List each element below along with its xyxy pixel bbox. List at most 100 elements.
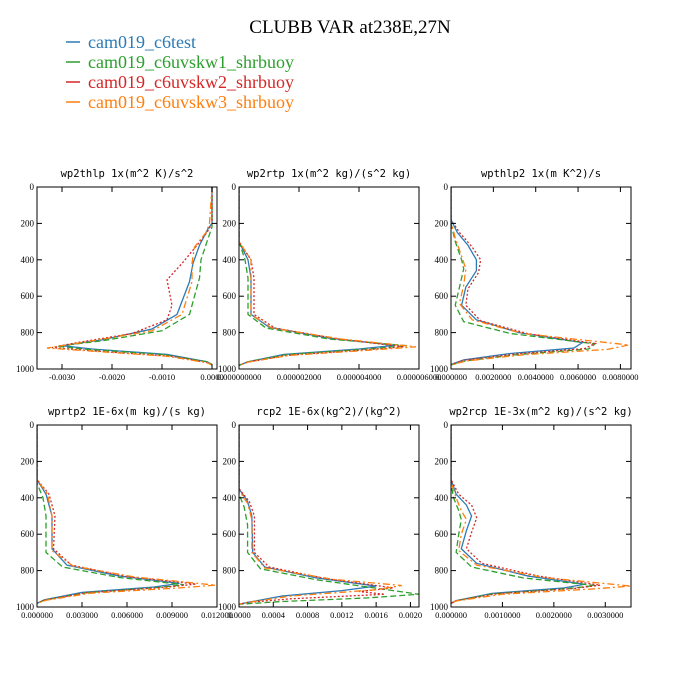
series-line bbox=[51, 187, 213, 366]
series-line bbox=[37, 425, 216, 604]
y-tick-label: 200 bbox=[21, 218, 35, 228]
series-line bbox=[239, 425, 402, 605]
y-tick-label: 200 bbox=[435, 218, 449, 228]
series-line bbox=[451, 187, 585, 366]
legend-entry: cam019_c6uvskw2_shrbuoy bbox=[66, 72, 294, 92]
panel: wp2rcp 1E-3x(m^2 kg)/(s^2 kg)0 200 400 600 8… bbox=[430, 406, 633, 620]
x-tick-label: 0.0020000 bbox=[536, 610, 572, 620]
panel: wp2thlp 1x(m^2 K)/s^2 0 200 400 600 800 1000 -0… bbox=[16, 168, 224, 382]
legend-entry: cam019_c6uvskw3_shrbuoy bbox=[66, 92, 294, 112]
y-tick-label: 800 bbox=[21, 328, 35, 338]
x-tick-label: 0.0000 bbox=[227, 610, 250, 620]
plot-frame bbox=[36, 186, 218, 370]
x-tick-label: 0.0012 bbox=[330, 610, 353, 620]
y-tick-label: 400 bbox=[435, 493, 449, 503]
x-tick-label: 0.012000 bbox=[201, 610, 233, 620]
y-tick-label: 600 bbox=[435, 529, 449, 539]
y-tick-label: 1000 bbox=[430, 602, 449, 612]
panel-title: rcp2 1E-6x(kg^2)/(kg^2) bbox=[256, 406, 401, 418]
series-line bbox=[451, 425, 596, 604]
panel-series bbox=[451, 187, 630, 366]
panel-title: wprtp2 1E-6x(m kg)/(s kg) bbox=[48, 406, 206, 418]
y-tick-label: 600 bbox=[223, 291, 237, 301]
y-tick-label: 600 bbox=[21, 529, 35, 539]
series-line bbox=[239, 425, 377, 605]
x-tick-label: 0.0004 bbox=[262, 610, 286, 620]
x-tick-label: 0.0030000 bbox=[587, 610, 623, 620]
panel: wpthlp2 1x(m K^2)/s020040060080010000.00… bbox=[430, 168, 638, 382]
x-tick-label: 0.0080000 bbox=[602, 372, 638, 382]
panel-series bbox=[239, 425, 419, 605]
y-tick-label: 1000 bbox=[16, 602, 35, 612]
x-tick-label: 0.006000 bbox=[111, 610, 143, 620]
y-tick-label: 600 bbox=[21, 291, 35, 301]
x-tick-label: 0.000002000 bbox=[277, 372, 322, 382]
series-line bbox=[37, 425, 185, 604]
plot-frame bbox=[238, 186, 420, 370]
y-tick-label: 400 bbox=[21, 493, 35, 503]
x-tick-label: 0.000004000 bbox=[337, 372, 382, 382]
legend-entry: cam019_c6test bbox=[66, 32, 196, 52]
series-line bbox=[239, 187, 405, 366]
series-line bbox=[451, 425, 601, 604]
y-tick-label: 400 bbox=[223, 493, 237, 503]
y-tick-label: 400 bbox=[21, 255, 35, 265]
x-tick-label: 0.000000 bbox=[435, 372, 467, 382]
panels: wp2thlp 1x(m^2 K)/s^2 0 200 400 600 800 1000 -0… bbox=[16, 168, 638, 620]
series-line bbox=[451, 425, 631, 604]
y-tick-label: 1000 bbox=[218, 364, 237, 374]
panel-series bbox=[37, 425, 216, 604]
y-tick-label: 0 bbox=[444, 420, 449, 430]
panel-title: wpthlp2 1x(m K^2)/s bbox=[481, 168, 601, 180]
figure-title: CLUBB VAR at238E,27N bbox=[249, 17, 451, 38]
series-line bbox=[61, 187, 213, 366]
x-tick-label: 0.0008 bbox=[296, 610, 319, 620]
series-line bbox=[239, 187, 417, 366]
y-tick-label: 200 bbox=[223, 456, 237, 466]
y-tick-label: 0 bbox=[30, 420, 35, 430]
x-tick-label: 0.0000 bbox=[200, 372, 223, 382]
plot-frame bbox=[238, 424, 420, 608]
y-tick-label: 0 bbox=[444, 182, 449, 192]
y-tick-label: 200 bbox=[435, 456, 449, 466]
x-tick-label: 0.000006000 bbox=[397, 372, 442, 382]
series-line bbox=[451, 187, 630, 366]
x-tick-label: 0.000000 bbox=[21, 610, 53, 620]
legend-label: cam019_c6uvskw2_shrbuoy bbox=[88, 72, 294, 92]
panel: wp2rtp 1x(m^2 kg)/(s^2 kg) 0 200 400 600 800 1… bbox=[217, 168, 442, 382]
series-line bbox=[37, 425, 197, 604]
series-line bbox=[451, 187, 598, 366]
panel: rcp2 1E-6x(kg^2)/(kg^2) 0 200 400 600 800 1000… bbox=[218, 406, 422, 620]
panel-series bbox=[239, 187, 417, 366]
series-line bbox=[451, 187, 597, 366]
y-tick-label: 0 bbox=[30, 182, 35, 192]
y-tick-label: 1000 bbox=[218, 602, 237, 612]
y-tick-label: 600 bbox=[223, 529, 237, 539]
y-tick-label: 800 bbox=[21, 566, 35, 576]
y-tick-label: 800 bbox=[223, 566, 237, 576]
x-tick-label: 0.009000 bbox=[156, 610, 188, 620]
series-line bbox=[56, 187, 213, 366]
x-tick-label: 0.000000 bbox=[435, 610, 467, 620]
x-tick-label: 0.0020 bbox=[399, 610, 422, 620]
legend-label: cam019_c6test bbox=[88, 32, 196, 52]
legend-entry: cam019_c6uvskw1_shrbuoy bbox=[66, 52, 294, 72]
x-tick-label: 0.0060000 bbox=[560, 372, 596, 382]
series-line bbox=[239, 425, 419, 605]
x-tick-label: 0.0040000 bbox=[518, 372, 554, 382]
series-line bbox=[46, 187, 213, 366]
legend-label: cam019_c6uvskw1_shrbuoy bbox=[88, 52, 294, 72]
y-tick-label: 200 bbox=[21, 456, 35, 466]
x-tick-label: -0.0020 bbox=[99, 372, 125, 382]
y-tick-label: 800 bbox=[435, 328, 449, 338]
y-tick-label: 400 bbox=[223, 255, 237, 265]
y-tick-label: 800 bbox=[223, 328, 237, 338]
series-line bbox=[239, 187, 408, 366]
x-tick-label: -0.0010 bbox=[149, 372, 175, 382]
y-tick-label: 1000 bbox=[430, 364, 449, 374]
panel: wprtp2 1E-6x(m kg)/(s kg) 0 200 400 600 800 10… bbox=[16, 406, 233, 620]
legend-label: cam019_c6uvskw3_shrbuoy bbox=[88, 92, 294, 112]
y-tick-label: 0 bbox=[232, 420, 237, 430]
plot-frame bbox=[450, 186, 632, 370]
